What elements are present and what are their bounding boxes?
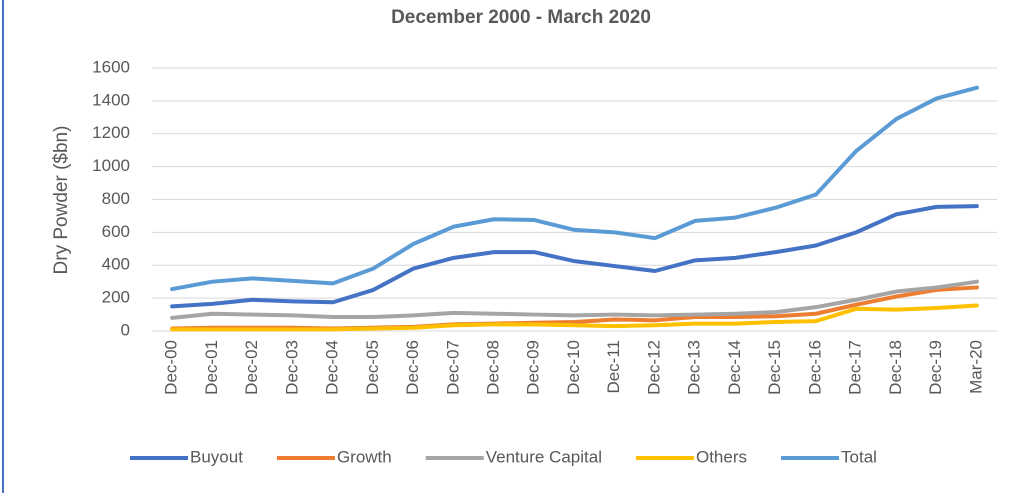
y-tick-label: 1200 [92,123,130,142]
x-tick-label: Dec-10 [564,340,583,395]
x-tick-label: Dec-05 [363,340,382,395]
legend-label: Total [841,447,877,466]
y-tick-label: 1400 [92,90,130,109]
x-tick-label: Dec-15 [765,340,784,395]
x-tick-label: Dec-04 [323,340,342,395]
x-tick-label: Dec-19 [926,340,945,395]
x-tick-label: Dec-13 [685,340,704,395]
y-tick-label: 200 [102,288,130,307]
series-line [170,303,979,332]
series-line [170,279,979,320]
y-tick-label: 600 [102,222,130,241]
y-tick-label: 1000 [92,156,130,175]
x-tick-label: Dec-11 [604,340,623,394]
x-tick-label: Dec-08 [484,340,503,395]
legend-label: Growth [337,447,392,466]
x-tick-label: Dec-16 [805,340,824,395]
x-tick-label: Dec-07 [443,340,462,395]
legend-label: Venture Capital [486,447,602,466]
y-tick-label: 800 [102,189,130,208]
series-line [170,85,979,292]
legend-label: Others [696,447,747,466]
series-line [170,204,979,309]
x-tick-label: Dec-06 [403,340,422,395]
x-tick-label: Dec-14 [725,340,744,395]
x-tick-label: Dec-09 [524,340,543,395]
chart-title: December 2000 - March 2020 [391,7,651,28]
x-tick-label: Dec-00 [162,340,181,395]
x-tick-label: Dec-12 [644,340,663,395]
x-tick-label: Dec-18 [886,340,905,395]
y-tick-label: 1600 [92,57,130,76]
y-axis-label: Dry Powder ($bn) [51,126,72,275]
y-tick-label: 400 [102,255,130,274]
x-tick-label: Mar-20 [966,340,985,394]
x-tick-label: Dec-17 [846,340,865,395]
x-tick-label: Dec-01 [202,340,221,395]
y-tick-label: 0 [121,320,130,339]
x-tick-label: Dec-02 [242,340,261,395]
x-tick-label: Dec-03 [282,340,301,395]
legend-label: Buyout [190,447,243,466]
